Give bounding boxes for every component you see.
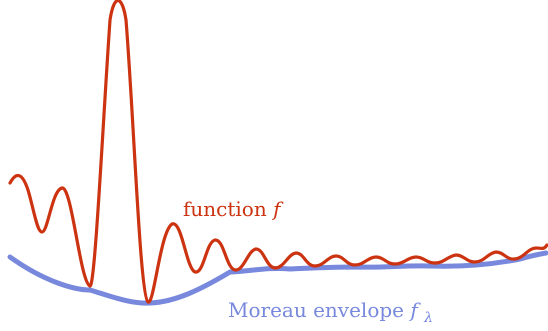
function-label-symbol: f [271, 197, 284, 221]
envelope-label-symbol: f [408, 298, 421, 322]
moreau-envelope-label: Moreau envelope f λ [228, 298, 433, 326]
function-f-label: function f [183, 197, 284, 221]
envelope-label-text: Moreau envelope [228, 298, 410, 322]
function-label-text: function [183, 197, 273, 221]
envelope-label-subscript: λ [423, 310, 433, 326]
function-f-curve [8, 0, 548, 304]
moreau-envelope-curve [7, 250, 548, 306]
